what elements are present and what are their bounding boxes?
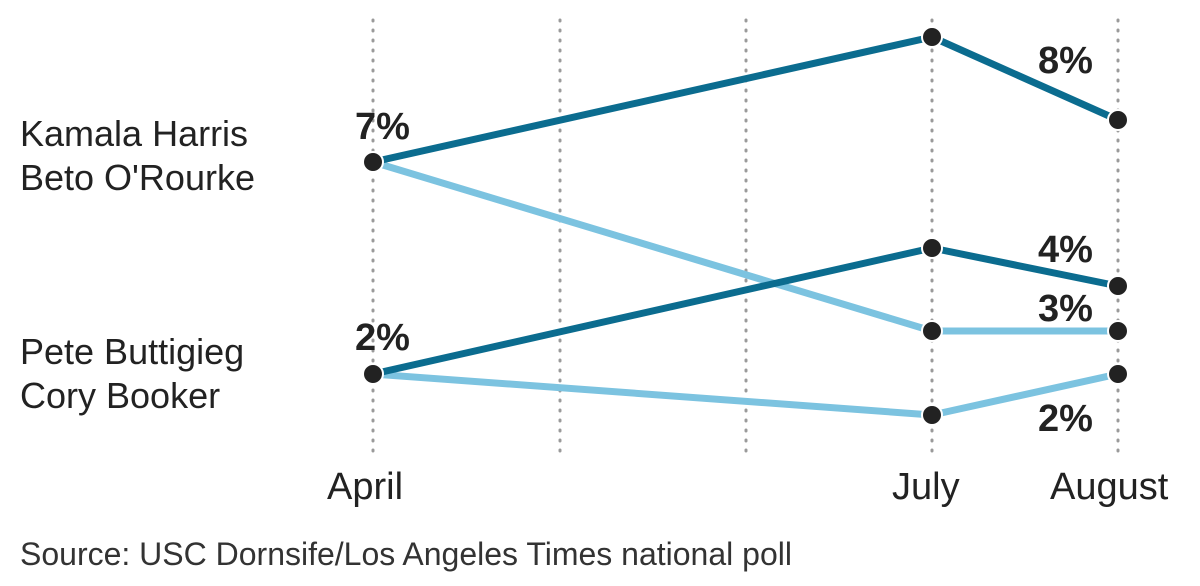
series-lines	[371, 33, 1120, 419]
x-tick-july: July	[892, 466, 960, 508]
label-harris: Kamala Harris	[20, 113, 249, 154]
value-top-april: 7%	[355, 106, 410, 148]
group-label-bottom: Pete Buttigieg Cory Booker	[20, 330, 244, 418]
label-buttigieg: Pete Buttigieg	[20, 331, 245, 372]
source-note: Source: USC Dornsife/Los Angeles Times n…	[20, 536, 792, 572]
value-buttigieg-august: 4%	[1038, 229, 1093, 271]
x-tick-august: August	[1050, 466, 1169, 508]
value-harris-august: 8%	[1038, 40, 1093, 82]
label-orourke: Beto O'Rourke	[20, 157, 255, 198]
value-bottom-april: 2%	[355, 317, 410, 359]
x-tick-april: April	[327, 466, 404, 508]
line-orourke	[371, 158, 1118, 335]
label-booker: Cory Booker	[20, 375, 221, 416]
data-points	[362, 26, 1129, 426]
group-label-top: Kamala Harris Beto O'Rourke	[20, 112, 255, 200]
value-orourke-august: 3%	[1038, 288, 1093, 330]
value-booker-august: 2%	[1038, 398, 1093, 440]
gridlines	[371, 18, 1120, 454]
